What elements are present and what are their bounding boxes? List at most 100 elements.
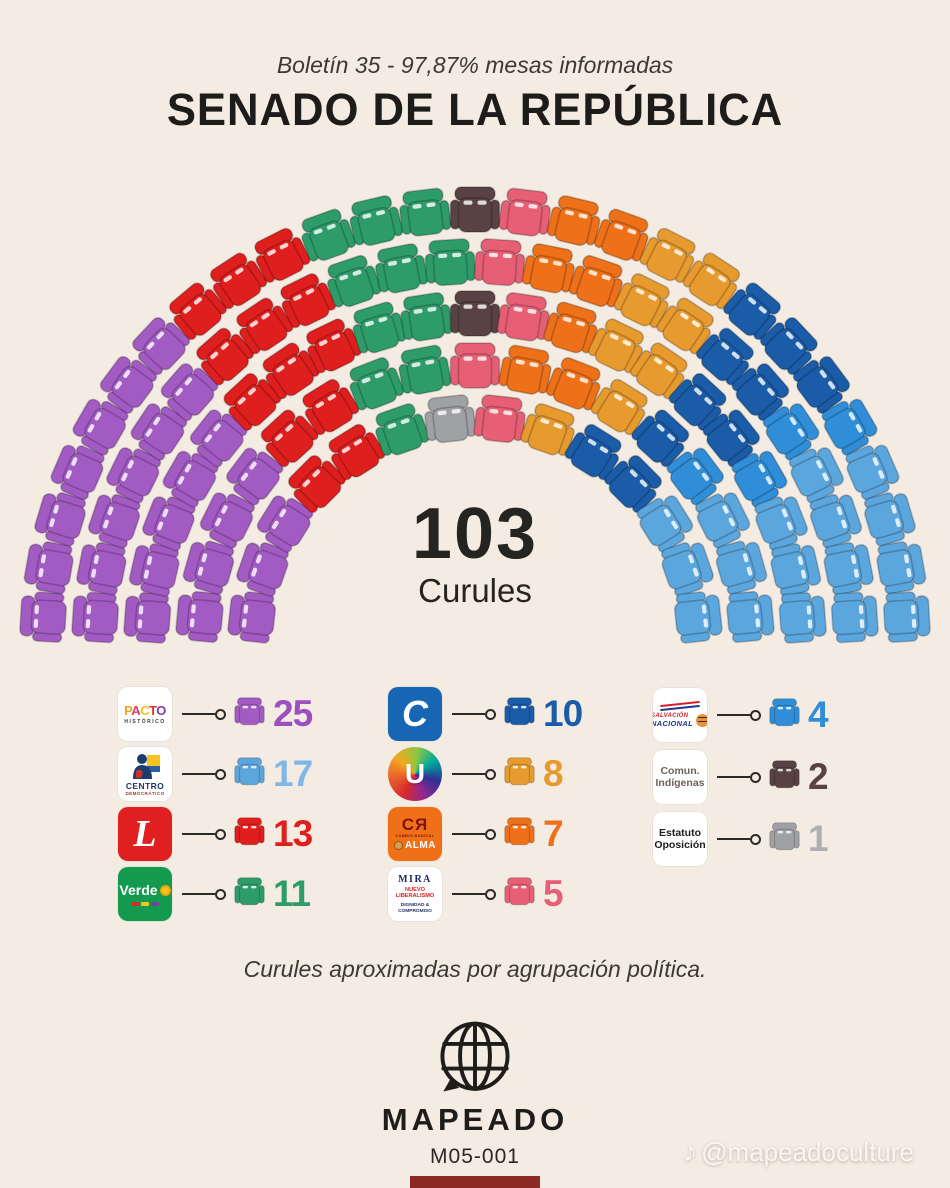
connector-line [452,892,485,896]
party-logo-liberal: L [118,807,172,861]
legend-item-estatuto-oposicion: Estatuto Oposición 1 [653,808,829,870]
seat [305,318,363,374]
seat [702,409,761,468]
chair-icon [234,697,265,726]
seat [876,541,927,595]
chair-icon [234,757,265,786]
seat [76,541,127,596]
seat [521,243,576,294]
legend-connector [717,709,761,721]
label-line: Estatuto [659,826,701,839]
seat [520,403,575,457]
seat [498,187,551,237]
seat-count: 4 [808,694,829,735]
seat [132,316,191,376]
party-logo-comunidades-indigenas: Comun. Indígenas [653,750,707,804]
seat [882,591,931,643]
seat [189,409,248,468]
dc-line: COMPROMISO [398,908,432,914]
seat [374,243,429,294]
seat [449,342,501,389]
seat [762,403,820,461]
seat [792,355,851,414]
legend-connector [452,768,496,780]
seat [603,454,663,514]
seat [731,450,788,508]
chair-icon [769,698,800,727]
nacional-word: NACIONAL [653,718,693,728]
seat [400,291,454,342]
tiktok-icon: ♪ [683,1136,698,1167]
seat [568,254,624,308]
mira-word: MIRA [398,873,432,885]
total-seats-value: 103 [411,494,539,574]
seat [225,447,284,506]
legend-connector [182,708,226,720]
legend-item-cambio-radical: CЯ CAMBIO RADICAL ALMA 7 [388,804,582,864]
cr-alma-row: ALMA [394,840,436,851]
connector-dot [215,708,226,720]
seat-count: 13 [273,813,313,854]
seat [788,447,844,504]
chair-icon [504,817,535,846]
seat [106,447,162,504]
seat [162,450,219,508]
seat [326,254,382,308]
seat [715,540,768,595]
party-logo-salvacion-nacional: SALVACIÓN NACIONAL [653,688,707,742]
seat-count: 17 [273,753,313,794]
cr-alma-text: ALMA [405,840,436,851]
party-logo-pacto: PACTO HISTÓRICO [118,687,172,741]
verde-text: Verde [119,882,158,898]
seat-count: 7 [543,813,564,854]
legend-item-pacto: PACTO HISTÓRICO 25 [118,684,313,744]
seat [398,344,452,395]
seat [695,327,754,386]
seat [99,355,158,414]
seat [399,187,452,237]
chair-icon [769,822,800,851]
pacto-word: PACTO [124,704,166,717]
connector-line [717,713,750,717]
footnote: Curules aproximadas por agrupación polít… [243,956,707,982]
edition-code: M05-001 [430,1145,520,1168]
u-letter: U [404,758,426,789]
connector-dot [750,709,761,721]
connector-dot [215,768,226,780]
seat [449,290,501,337]
seat [227,591,277,644]
seat [141,496,196,552]
bulletin-subtitle: Boletín 35 - 97,87% mesas informadas [276,52,674,78]
total-seats-label: 103 Curules [0,498,950,607]
seat [668,372,727,432]
chair-icon [769,760,800,789]
legend-item-comunidades-indigenas: Comun. Indígenas 2 [653,746,829,808]
seat [72,398,129,456]
lion-icon [394,841,404,850]
label-line: Comun. [660,764,700,777]
legend-item-partido-u: U 8 [388,744,582,804]
connector-line [717,837,750,841]
seat [349,357,405,411]
seat [175,590,224,644]
seat [726,590,775,644]
label-line: Oposición [654,839,706,851]
verde-strip-mark [131,902,139,906]
cd-line1: CENTRO [125,780,165,791]
party-logo-centro-democratico: CENTRO DEMOCRÁTICO [118,747,172,801]
legend-connector [182,828,226,840]
seat-count: 25 [273,693,313,734]
connector-line [182,772,215,776]
seat-count: 5 [543,873,564,914]
liberal-letter: L [133,813,157,855]
seat [545,357,601,411]
connector-line [182,892,215,896]
party-logo-partido-u: U [388,747,442,801]
party-text-label: Estatuto Oposición [654,827,705,852]
seat [682,252,741,310]
seat [496,291,550,342]
total-seats-unit: Curules [418,572,532,609]
seat [845,444,900,501]
seat [260,409,319,468]
seat [424,238,477,287]
